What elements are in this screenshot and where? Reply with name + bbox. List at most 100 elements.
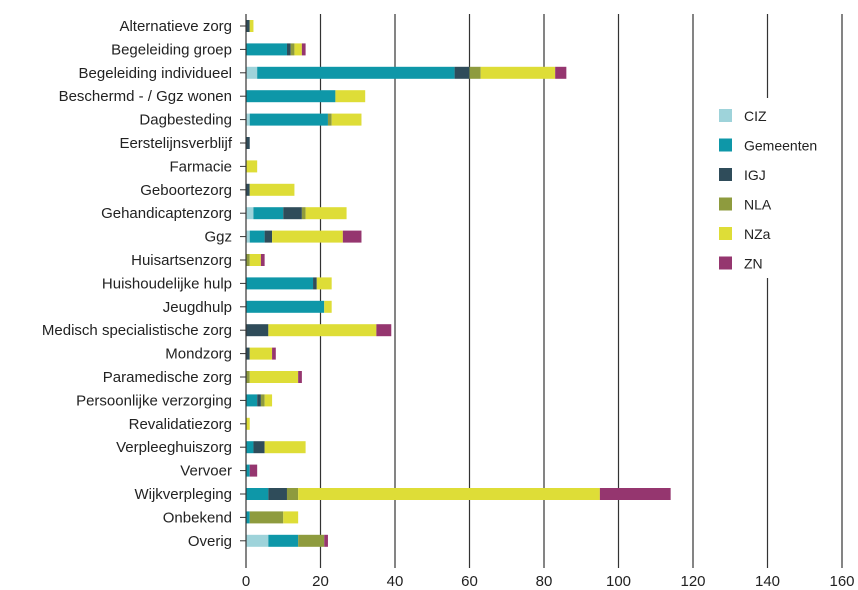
category-label: Alternatieve zorg bbox=[119, 18, 232, 35]
bar-segment bbox=[480, 66, 556, 79]
category-label: Jeugdhulp bbox=[163, 299, 232, 316]
bar-segment bbox=[249, 371, 299, 383]
bar-segment bbox=[246, 43, 287, 56]
bar-segment bbox=[260, 254, 265, 266]
x-axis: 0 20 40 60 80 100 120 140 160 bbox=[240, 14, 855, 590]
bar-segment bbox=[290, 43, 295, 56]
bar-segment bbox=[246, 90, 336, 103]
bar-segment bbox=[246, 160, 258, 173]
bar-segment bbox=[298, 488, 600, 500]
x-tick-label: 40 bbox=[387, 573, 404, 590]
category-label: Eerstelijnsverblijf bbox=[119, 135, 232, 152]
category-label: Onbekend bbox=[163, 509, 232, 526]
bar-segment bbox=[264, 230, 273, 243]
legend-swatch bbox=[719, 227, 732, 240]
category-label: Gehandicaptenzorg bbox=[101, 205, 232, 222]
bar-segment bbox=[286, 43, 291, 56]
x-tick-label: 140 bbox=[755, 573, 780, 590]
category-label: Vervoer bbox=[180, 463, 232, 480]
bar-segment bbox=[324, 534, 328, 547]
legend-label: IGJ bbox=[744, 167, 766, 183]
bar-segment bbox=[454, 66, 470, 79]
bar-segment bbox=[246, 511, 250, 524]
bar-segment bbox=[599, 488, 671, 500]
category-label: Persoonlijke verzorging bbox=[76, 392, 232, 409]
category-label: Begeleiding groep bbox=[111, 41, 232, 58]
x-tick-label: 20 bbox=[312, 573, 329, 590]
bar-segment bbox=[246, 347, 250, 360]
category-label: Mondzorg bbox=[165, 346, 232, 363]
legend-swatch bbox=[719, 109, 732, 122]
bar-segment bbox=[301, 207, 306, 220]
bar-segment bbox=[246, 324, 269, 337]
bar-segment bbox=[253, 207, 284, 220]
category-label: Dagbesteding bbox=[139, 112, 232, 129]
x-tick-label: 120 bbox=[680, 573, 705, 590]
bar-segment bbox=[268, 324, 377, 337]
category-label: Medisch specialistische zorg bbox=[42, 322, 232, 339]
bar-segment bbox=[283, 511, 299, 524]
category-label: Huisartsenzorg bbox=[131, 252, 232, 269]
bar-segment bbox=[246, 394, 258, 407]
legend: CIZ Gemeenten IGJ NLA NZa ZN bbox=[706, 98, 817, 278]
bar-segment bbox=[272, 230, 343, 243]
bar-segment bbox=[249, 464, 258, 477]
bar-segment bbox=[246, 66, 258, 79]
bar-segment bbox=[246, 277, 314, 290]
bar-segment bbox=[298, 534, 325, 547]
bar-segment bbox=[264, 394, 273, 407]
bar-segment bbox=[294, 43, 302, 56]
bar-segment bbox=[327, 113, 332, 126]
x-tick-label: 160 bbox=[829, 573, 854, 590]
category-label: Revalidatiezorg bbox=[129, 416, 232, 433]
category-label: Beschermd - / Ggz wonen bbox=[59, 88, 232, 105]
bar-segment bbox=[257, 66, 455, 79]
legend-label: NZa bbox=[744, 226, 771, 242]
category-label: Huishoudelijke hulp bbox=[102, 275, 232, 292]
bar-segment bbox=[249, 230, 265, 243]
legend-label: Gemeenten bbox=[744, 138, 817, 154]
bar-segment bbox=[249, 113, 328, 126]
bar-segment bbox=[249, 511, 284, 524]
bar-segment bbox=[246, 113, 250, 126]
bar-segment bbox=[246, 300, 325, 313]
grid-lines bbox=[319, 14, 843, 562]
bar-segment bbox=[246, 137, 250, 149]
bar-segment bbox=[313, 277, 317, 290]
bar-segment bbox=[246, 207, 254, 220]
bar-segment bbox=[376, 324, 392, 337]
bar-segment bbox=[305, 207, 347, 220]
legend-swatch bbox=[719, 138, 732, 152]
bar-segment bbox=[246, 488, 269, 500]
legend-background bbox=[706, 98, 816, 278]
category-labels: Alternatieve zorg Begeleiding groep Begele… bbox=[42, 18, 233, 550]
bar-segment bbox=[249, 347, 273, 360]
bar-segment bbox=[246, 20, 250, 32]
bar-segment bbox=[268, 534, 299, 547]
bar-segment bbox=[260, 394, 265, 407]
bar-segment bbox=[246, 534, 269, 547]
category-label: Wijkverpleging bbox=[134, 486, 232, 503]
legend-label: NLA bbox=[744, 197, 772, 213]
category-label: Geboortezorg bbox=[140, 182, 232, 199]
legend-swatch bbox=[719, 197, 732, 211]
legend-label: CIZ bbox=[744, 108, 767, 124]
bar-segment bbox=[246, 183, 250, 196]
category-label: Begeleiding individueel bbox=[79, 65, 232, 82]
bar-segment bbox=[335, 90, 366, 103]
legend-label: ZN bbox=[744, 256, 763, 272]
bar-segment bbox=[253, 441, 265, 454]
bar-segment bbox=[249, 20, 254, 32]
bar-segment bbox=[342, 230, 362, 243]
category-label: Farmacie bbox=[169, 158, 232, 175]
bar-segment bbox=[286, 488, 299, 500]
bar-segment bbox=[249, 254, 261, 266]
bars bbox=[246, 20, 671, 547]
category-label: Overig bbox=[188, 533, 232, 550]
legend-swatch bbox=[719, 256, 732, 270]
x-tick-label: 80 bbox=[536, 573, 553, 590]
bar-segment bbox=[283, 207, 302, 220]
bar-segment bbox=[272, 347, 276, 360]
x-tick-label: 100 bbox=[606, 573, 631, 590]
